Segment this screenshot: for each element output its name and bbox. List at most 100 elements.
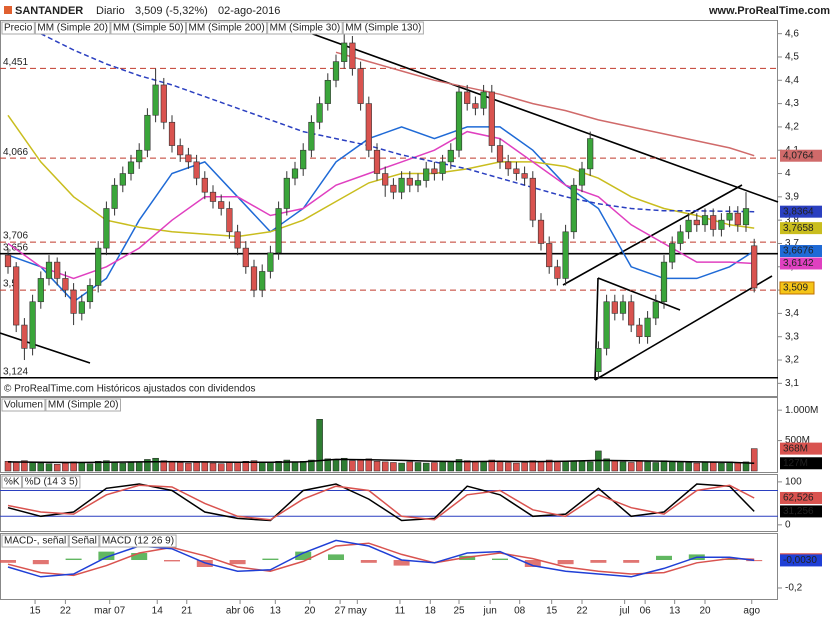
value-box: 3,6676 bbox=[780, 245, 822, 258]
value-box-label: 62,526 bbox=[783, 493, 814, 504]
legend-entry: MM (Simple 50) bbox=[113, 23, 184, 34]
volume-bar bbox=[677, 461, 684, 472]
candle-body bbox=[283, 177, 290, 209]
value-box-label: 368M bbox=[783, 443, 808, 454]
candle-body bbox=[685, 219, 692, 233]
value-box-label: 127M bbox=[783, 458, 808, 469]
candle-body bbox=[119, 173, 126, 186]
candle-body bbox=[218, 201, 225, 209]
legend-entry: MACD-, señal bbox=[4, 536, 66, 547]
symbol: SANTANDER bbox=[15, 5, 83, 17]
candle-body bbox=[398, 177, 405, 193]
volume-bar bbox=[144, 459, 151, 472]
value-box-bg bbox=[780, 491, 822, 504]
value-box: 368M bbox=[780, 442, 822, 455]
volume-bar bbox=[554, 461, 561, 472]
y-tick-label: 4,4 bbox=[785, 75, 799, 86]
x-tick-label: 25 bbox=[453, 606, 465, 617]
candle-body bbox=[751, 245, 758, 289]
x-tick-label: 21 bbox=[181, 606, 193, 617]
candle-body bbox=[185, 154, 192, 163]
y-tick-label: 3,3 bbox=[785, 331, 799, 342]
candle-body bbox=[136, 149, 143, 163]
value-box: 3,7658 bbox=[780, 222, 822, 235]
trend-line bbox=[594, 275, 773, 381]
candle-body bbox=[734, 212, 741, 226]
legend-entry: MACD (12 26 9) bbox=[102, 536, 174, 547]
histogram-bar bbox=[0, 560, 16, 563]
candle-body bbox=[95, 247, 102, 286]
volume-bar bbox=[644, 461, 651, 472]
series-line bbox=[7, 484, 755, 521]
candle-body bbox=[693, 219, 700, 226]
volume-bar bbox=[168, 461, 176, 472]
volume-bar bbox=[406, 461, 414, 472]
legend-box bbox=[186, 21, 268, 35]
volume-bar bbox=[365, 458, 373, 472]
y-tick-label: 3,2 bbox=[785, 355, 799, 366]
x-tick-label: 15 bbox=[546, 606, 558, 617]
value-box-bg bbox=[780, 222, 822, 235]
candle-body bbox=[193, 161, 200, 179]
series-line bbox=[335, 51, 755, 157]
y-tick-label: 0 bbox=[785, 519, 791, 530]
histogram-bar bbox=[328, 554, 344, 561]
volume-bar bbox=[103, 460, 110, 472]
volume-bar bbox=[21, 460, 28, 472]
histogram-bar bbox=[746, 560, 763, 562]
value-box-bg bbox=[780, 442, 822, 455]
value-box-label: 4,0764 bbox=[783, 150, 814, 161]
candle-body bbox=[324, 79, 331, 104]
y-tick-label: 3,7 bbox=[785, 238, 799, 249]
volume-bar bbox=[234, 461, 241, 472]
x-tick-label: ago bbox=[743, 606, 760, 617]
candle-body bbox=[439, 161, 446, 174]
candle-body bbox=[54, 261, 61, 279]
candle-body bbox=[300, 149, 307, 170]
candle-body bbox=[636, 324, 643, 338]
histogram-bar bbox=[98, 551, 115, 561]
candle-body bbox=[45, 261, 53, 279]
volume-bar bbox=[242, 461, 250, 472]
candle-body bbox=[29, 301, 36, 349]
candle-body bbox=[267, 252, 274, 272]
legend-entry: %D (14 3 5) bbox=[25, 477, 78, 488]
x-tick-label: 27 bbox=[335, 606, 347, 617]
histogram-bar bbox=[229, 560, 246, 565]
candle-body bbox=[234, 231, 241, 249]
volume-bar bbox=[176, 462, 184, 472]
x-tick-label: 11 bbox=[395, 606, 406, 617]
volume-bar bbox=[226, 462, 233, 472]
volume-bar bbox=[726, 461, 733, 472]
value-box: -0,0030 bbox=[780, 554, 822, 567]
volume-bar bbox=[78, 462, 86, 472]
trend-line bbox=[0, 332, 91, 364]
volume-bar bbox=[217, 463, 225, 472]
volume-bar bbox=[578, 461, 586, 472]
y-tick-label: 100 bbox=[785, 477, 802, 488]
volume-bar bbox=[734, 462, 742, 472]
y-tick-label: 4 bbox=[785, 168, 791, 179]
candle-body bbox=[13, 266, 20, 326]
volume-bar bbox=[86, 463, 94, 472]
candle-body bbox=[537, 219, 545, 244]
date: 02-ago-2016 bbox=[218, 5, 280, 17]
y-tick-label: 3,1 bbox=[785, 378, 799, 389]
volume-bar bbox=[316, 419, 323, 472]
value-box: 127M bbox=[780, 457, 822, 470]
logo-icon bbox=[4, 6, 12, 14]
x-tick-label: abr 06 bbox=[226, 606, 255, 617]
y-tick-label: 4,6 bbox=[785, 28, 799, 39]
volume-bar bbox=[513, 462, 520, 472]
volume-bar bbox=[291, 461, 299, 472]
histogram-bar bbox=[262, 558, 279, 561]
volume-bar bbox=[37, 462, 45, 472]
volume-bar bbox=[398, 462, 405, 472]
candle-body bbox=[4, 254, 12, 268]
y-tick-label: 4,3 bbox=[785, 98, 799, 109]
value-box-bg bbox=[780, 457, 822, 470]
value-box-bg bbox=[780, 257, 822, 270]
legend-box bbox=[45, 398, 121, 412]
